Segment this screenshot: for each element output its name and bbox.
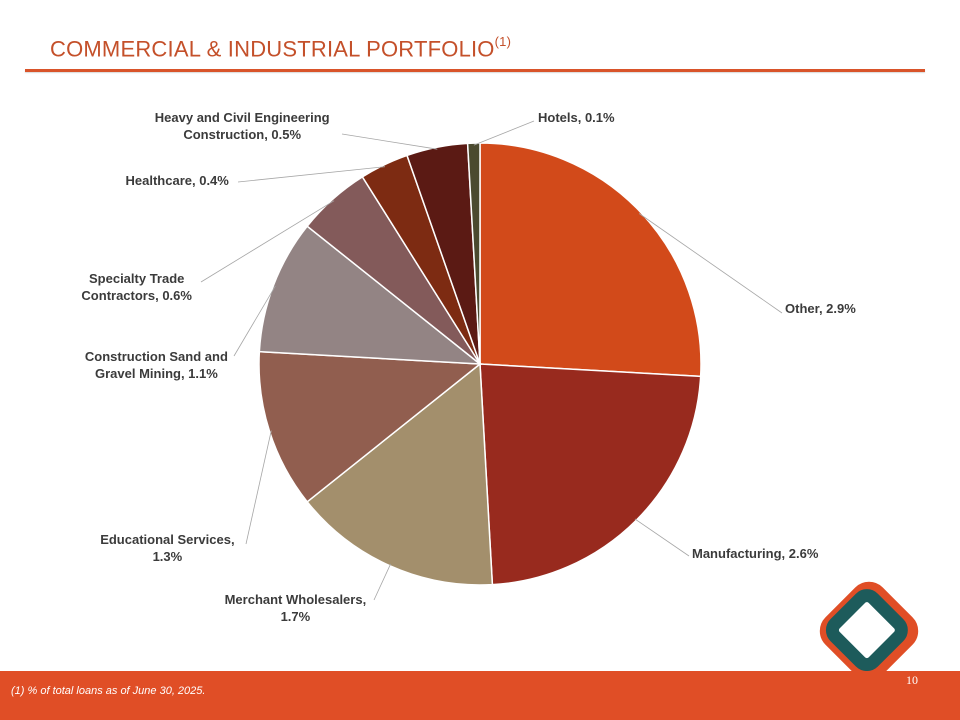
pie-slice — [258, 225, 483, 365]
leader-line — [341, 133, 438, 150]
footer-band — [0, 671, 960, 720]
leader-lines — [200, 120, 783, 601]
title-footnote-marker: (1) — [494, 34, 512, 49]
slice-label-line: Contractors, 0.6% — [81, 288, 192, 303]
leader-line — [638, 213, 783, 314]
leader-line — [233, 285, 276, 357]
leader-line — [237, 166, 386, 183]
slice-label-line: Educational Services, — [100, 532, 234, 547]
slice-label: Hotels, 0.1% — [538, 110, 615, 125]
pie-slice — [479, 363, 702, 586]
slice-label-line: Manufacturing, 2.6% — [692, 546, 819, 561]
slice-label: Heavy and Civil Engineering Construction,… — [155, 110, 330, 142]
slice-label: Other, 2.9% — [785, 301, 856, 316]
slice-label-line: Construction Sand and — [85, 349, 228, 364]
slide-title: COMMERCIAL & INDUSTRIAL PORTFOLIO(1) — [50, 34, 512, 62]
pie-slice — [479, 142, 702, 378]
leader-line — [373, 563, 391, 601]
slice-label-line: 1.7% — [281, 609, 311, 624]
leader-line — [473, 120, 535, 146]
slice-label-line: Hotels, 0.1% — [538, 110, 615, 125]
slice-label: Merchant Wholesalers, 1.7% — [225, 592, 367, 624]
pie-slices — [258, 142, 702, 586]
logo-inner-diamond — [825, 589, 908, 672]
pie-chart: Other, 2.9% Manufacturing, 2.6% Merchant W… — [81, 110, 856, 624]
slice-label-line: Specialty Trade — [89, 271, 184, 286]
slice-label-line: Gravel Mining, 1.1% — [95, 366, 218, 381]
title-underline — [25, 69, 925, 72]
slice-label: Specialty Trade Contractors, 0.6% — [81, 271, 192, 303]
page-number: 10 — [906, 673, 918, 687]
pie-slice — [258, 350, 483, 503]
slide-title-text: COMMERCIAL & INDUSTRIAL PORTFOLIO — [50, 36, 495, 62]
slice-label: Construction Sand and Gravel Mining, 1.1% — [85, 349, 228, 381]
slice-label-line: Healthcare, 0.4% — [126, 173, 230, 188]
leader-line — [245, 430, 272, 545]
company-logo — [819, 581, 919, 681]
slice-label: Healthcare, 0.4% — [126, 173, 230, 188]
slice-label: Manufacturing, 2.6% — [692, 546, 819, 561]
slice-label-line: Heavy and Civil Engineering — [155, 110, 330, 125]
slice-labels: Other, 2.9% Manufacturing, 2.6% Merchant W… — [81, 110, 856, 624]
slice-label-line: Construction, 0.5% — [183, 127, 301, 142]
slice-label: Educational Services, 1.3% — [100, 532, 234, 564]
leader-line — [200, 200, 335, 283]
leader-line — [634, 518, 690, 557]
slice-label-line: Merchant Wholesalers, — [225, 592, 367, 607]
slice-label-line: 1.3% — [153, 549, 183, 564]
footnote: (1) % of total loans as of June 30, 2025… — [11, 685, 206, 697]
slice-label-line: Other, 2.9% — [785, 301, 856, 316]
